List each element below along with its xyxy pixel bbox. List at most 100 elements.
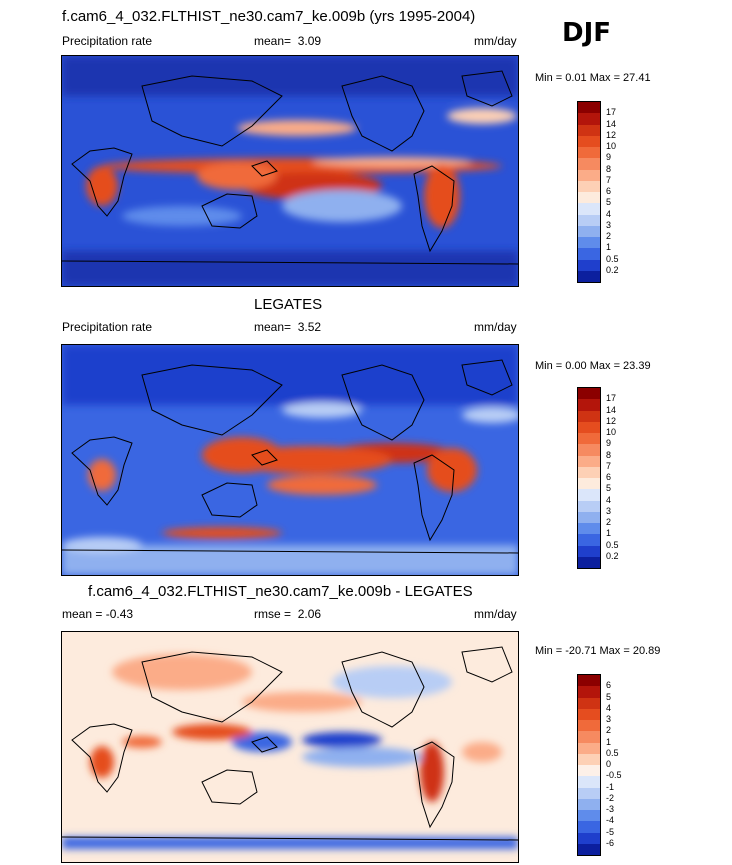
colorbar-segment: [578, 821, 600, 833]
minmax-label: Min = 0.00 Max = 23.39: [535, 360, 651, 372]
colorbar-tick-label: 5: [606, 691, 612, 702]
season-label: DJF: [562, 18, 612, 48]
colorbar-tick-label: 0.2: [606, 264, 619, 275]
colorbar-segment: [578, 135, 600, 147]
colorbar-segment: [578, 720, 600, 732]
colorbar-segment: [578, 810, 600, 822]
colorbar-segment: [578, 731, 600, 743]
colorbar-tick-label: 6: [606, 186, 612, 196]
colorbar: [577, 674, 601, 856]
colorbar-tick-label: 10: [606, 141, 617, 151]
colorbar-segment: [578, 180, 600, 192]
colorbar-tick-label: 9: [606, 152, 612, 163]
colorbar-segment: [578, 433, 600, 445]
colorbar-segment: [578, 270, 600, 282]
colorbar-tick-label: 4: [606, 702, 612, 713]
colorbar-tick-label: 10: [606, 427, 617, 437]
colorbar-tick-label: 2: [606, 517, 612, 527]
colorbar-tick-label: 1: [606, 736, 612, 747]
colorbar-tick-label: 2: [606, 231, 612, 241]
colorbar-segment: [578, 147, 600, 159]
colorbar-tick-label: -3: [606, 804, 615, 814]
colorbar-tick-label: 6: [606, 472, 612, 482]
colorbar-tick-label: 0: [606, 759, 612, 769]
colorbar-segment: [578, 124, 600, 136]
colorbar-tick-label: -0.5: [606, 770, 622, 781]
colorbar: [577, 387, 601, 569]
colorbar-tick-label: 6: [606, 680, 612, 691]
colorbar-segment: [578, 742, 600, 754]
colorbar-segment: [578, 697, 600, 709]
colorbar-segment: [578, 708, 600, 720]
colorbar-segment: [578, 410, 600, 422]
units-label: mm/day: [474, 34, 517, 48]
variable-label: Precipitation rate: [62, 34, 153, 48]
mean-label: mean= 3.52: [254, 320, 322, 334]
colorbar-tick-label: -2: [606, 792, 615, 803]
colorbar-segment: [578, 500, 600, 512]
colorbar-segment: [578, 169, 600, 181]
rmse-label: rmse = 2.06: [254, 607, 322, 621]
colorbar-tick-label: -5: [606, 826, 615, 837]
colorbar-tick-label: 2: [606, 725, 612, 736]
colorbar-segment: [578, 832, 600, 844]
colorbar-tick-label: 14: [606, 404, 617, 415]
variable-label: Precipitation rate: [62, 320, 153, 334]
colorbar-segment: [578, 225, 600, 237]
colorbar-tick-label: 3: [606, 714, 612, 724]
rmse-value: 2.06: [297, 607, 322, 621]
units-label: mm/day: [474, 607, 517, 621]
colorbar-tick-label: 1: [606, 242, 612, 253]
colorbar-tick-label: 12: [606, 129, 617, 140]
colorbar-tick-label: 3: [606, 505, 612, 516]
mean-label: mean = -0.43: [62, 607, 134, 621]
colorbar-tick-label: 0.5: [606, 253, 619, 264]
colorbar-segment: [578, 421, 600, 433]
mean-label: mean= 3.09: [254, 34, 322, 48]
colorbar-tick-label: 5: [606, 483, 612, 494]
colorbar-segment: [578, 675, 600, 687]
colorbar-tick-label: 4: [606, 208, 612, 219]
colorbar-segment: [578, 545, 600, 557]
colorbar-segment: [578, 776, 600, 788]
colorbar-segment: [578, 523, 600, 535]
colorbar-segment: [578, 248, 600, 260]
colorbar-segment: [578, 511, 600, 523]
colorbar-tick-label: 5: [606, 197, 612, 208]
precip-map-obs: [61, 344, 519, 576]
colorbar-tick-label: 12: [606, 415, 617, 426]
colorbar-tick-label: 7: [606, 174, 612, 185]
panel-title: LEGATES: [254, 296, 323, 313]
colorbar-segment: [578, 765, 600, 777]
minmax-label: Min = -20.71 Max = 20.89: [535, 645, 661, 657]
colorbar-segment: [578, 534, 600, 546]
colorbar-segment: [578, 259, 600, 271]
panel-title: f.cam6_4_032.FLTHIST_ne30.cam7_ke.009b -…: [88, 583, 473, 600]
colorbar-tick-label: 14: [606, 118, 617, 129]
colorbar-segment: [578, 455, 600, 467]
colorbar-tick-label: 17: [606, 393, 617, 404]
colorbar-segment: [578, 158, 600, 170]
colorbar-tick-label: 0.5: [606, 747, 619, 758]
mean-value: 3.52: [297, 320, 322, 334]
colorbar-segment: [578, 113, 600, 125]
colorbar-segment: [578, 843, 600, 855]
colorbar: [577, 101, 601, 283]
panel-title: f.cam6_4_032.FLTHIST_ne30.cam7_ke.009b (…: [62, 8, 476, 25]
colorbar-tick-label: 4: [606, 494, 612, 505]
colorbar-segment: [578, 787, 600, 799]
colorbar-tick-label: 0.2: [606, 550, 619, 561]
colorbar-segment: [578, 102, 600, 114]
colorbar-segment: [578, 478, 600, 490]
colorbar-tick-label: -6: [606, 837, 615, 848]
colorbar-segment: [578, 753, 600, 765]
colorbar-segment: [578, 489, 600, 501]
colorbar-segment: [578, 399, 600, 411]
colorbar-segment: [578, 214, 600, 226]
precip-map-model: [61, 55, 519, 287]
colorbar-tick-label: -4: [606, 815, 615, 826]
colorbar-segment: [578, 798, 600, 810]
colorbar-tick-label: 1: [606, 528, 612, 539]
colorbar-segment: [578, 203, 600, 215]
colorbar-segment: [578, 192, 600, 204]
